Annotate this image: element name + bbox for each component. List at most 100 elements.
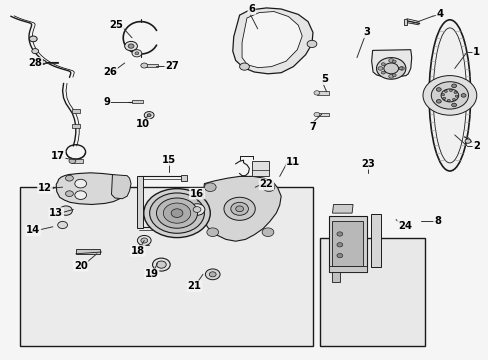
Text: 18: 18 bbox=[131, 246, 144, 256]
Bar bbox=[132, 100, 142, 103]
Circle shape bbox=[444, 90, 447, 93]
Text: 12: 12 bbox=[38, 183, 52, 193]
Circle shape bbox=[204, 183, 216, 192]
Circle shape bbox=[399, 67, 404, 70]
Circle shape bbox=[144, 112, 154, 119]
Polygon shape bbox=[201, 176, 281, 241]
Circle shape bbox=[398, 67, 402, 70]
Text: 20: 20 bbox=[74, 261, 87, 271]
Circle shape bbox=[391, 60, 395, 63]
Bar bbox=[76, 249, 100, 254]
Text: 8: 8 bbox=[433, 216, 440, 226]
Circle shape bbox=[377, 67, 382, 70]
Circle shape bbox=[60, 206, 72, 215]
Circle shape bbox=[435, 99, 440, 103]
Circle shape bbox=[75, 191, 86, 199]
Circle shape bbox=[460, 94, 465, 97]
Bar bbox=[331, 221, 363, 266]
Bar bbox=[137, 176, 142, 228]
Circle shape bbox=[376, 58, 405, 79]
Circle shape bbox=[388, 59, 393, 62]
Text: 9: 9 bbox=[103, 96, 110, 107]
Polygon shape bbox=[331, 272, 339, 282]
Text: 16: 16 bbox=[190, 189, 203, 199]
Text: 25: 25 bbox=[109, 20, 123, 30]
Bar bbox=[181, 175, 186, 181]
Circle shape bbox=[135, 52, 139, 55]
Circle shape bbox=[65, 175, 73, 181]
Bar bbox=[72, 109, 80, 113]
Circle shape bbox=[69, 158, 76, 163]
Text: 27: 27 bbox=[165, 60, 179, 71]
Circle shape bbox=[451, 103, 456, 107]
Text: 23: 23 bbox=[360, 159, 374, 169]
Circle shape bbox=[58, 221, 67, 229]
Text: 14: 14 bbox=[26, 225, 41, 235]
Circle shape bbox=[205, 269, 220, 280]
Text: 6: 6 bbox=[248, 4, 255, 14]
Circle shape bbox=[230, 202, 248, 215]
Polygon shape bbox=[328, 216, 366, 272]
Bar bbox=[370, 214, 381, 267]
Text: 26: 26 bbox=[103, 67, 117, 77]
Circle shape bbox=[239, 63, 249, 70]
Circle shape bbox=[453, 91, 456, 94]
Ellipse shape bbox=[428, 20, 470, 171]
Bar bbox=[72, 159, 83, 163]
Circle shape bbox=[163, 203, 190, 223]
Circle shape bbox=[447, 99, 449, 102]
Circle shape bbox=[422, 76, 476, 115]
Bar bbox=[20, 187, 312, 346]
Text: 10: 10 bbox=[136, 119, 149, 129]
Text: 19: 19 bbox=[144, 269, 158, 279]
Circle shape bbox=[156, 261, 166, 268]
Circle shape bbox=[128, 44, 134, 48]
Circle shape bbox=[442, 97, 445, 99]
Text: 5: 5 bbox=[321, 74, 328, 84]
Text: 15: 15 bbox=[162, 155, 175, 165]
Circle shape bbox=[388, 75, 393, 78]
Circle shape bbox=[149, 193, 204, 233]
Polygon shape bbox=[232, 8, 312, 74]
Circle shape bbox=[313, 91, 319, 95]
Circle shape bbox=[209, 272, 216, 277]
Polygon shape bbox=[242, 12, 302, 68]
Circle shape bbox=[440, 89, 458, 102]
Circle shape bbox=[448, 89, 451, 91]
Text: 11: 11 bbox=[285, 157, 300, 167]
Circle shape bbox=[451, 98, 454, 100]
Circle shape bbox=[143, 189, 210, 238]
Polygon shape bbox=[111, 175, 131, 199]
Polygon shape bbox=[332, 204, 352, 213]
Circle shape bbox=[132, 50, 142, 57]
Circle shape bbox=[156, 198, 197, 228]
Circle shape bbox=[464, 139, 470, 143]
Circle shape bbox=[65, 191, 73, 197]
Bar bbox=[403, 19, 406, 25]
Bar bbox=[72, 124, 80, 128]
Circle shape bbox=[263, 183, 274, 192]
Circle shape bbox=[75, 179, 86, 188]
Text: 3: 3 bbox=[363, 27, 369, 37]
Circle shape bbox=[383, 63, 398, 74]
Circle shape bbox=[147, 114, 151, 117]
Polygon shape bbox=[328, 266, 366, 272]
Circle shape bbox=[381, 71, 385, 74]
Text: 2: 2 bbox=[472, 141, 479, 151]
Circle shape bbox=[29, 36, 37, 42]
Text: 7: 7 bbox=[309, 122, 316, 132]
Circle shape bbox=[224, 197, 255, 220]
Circle shape bbox=[435, 88, 440, 91]
Circle shape bbox=[306, 40, 316, 48]
Circle shape bbox=[336, 232, 342, 236]
Text: 13: 13 bbox=[49, 208, 63, 218]
Circle shape bbox=[193, 207, 201, 212]
Circle shape bbox=[141, 63, 147, 68]
Circle shape bbox=[32, 49, 39, 54]
Circle shape bbox=[141, 238, 147, 243]
Text: 4: 4 bbox=[436, 9, 443, 19]
Polygon shape bbox=[371, 50, 411, 76]
Circle shape bbox=[454, 95, 457, 97]
Text: 21: 21 bbox=[187, 281, 201, 291]
Circle shape bbox=[336, 243, 342, 247]
